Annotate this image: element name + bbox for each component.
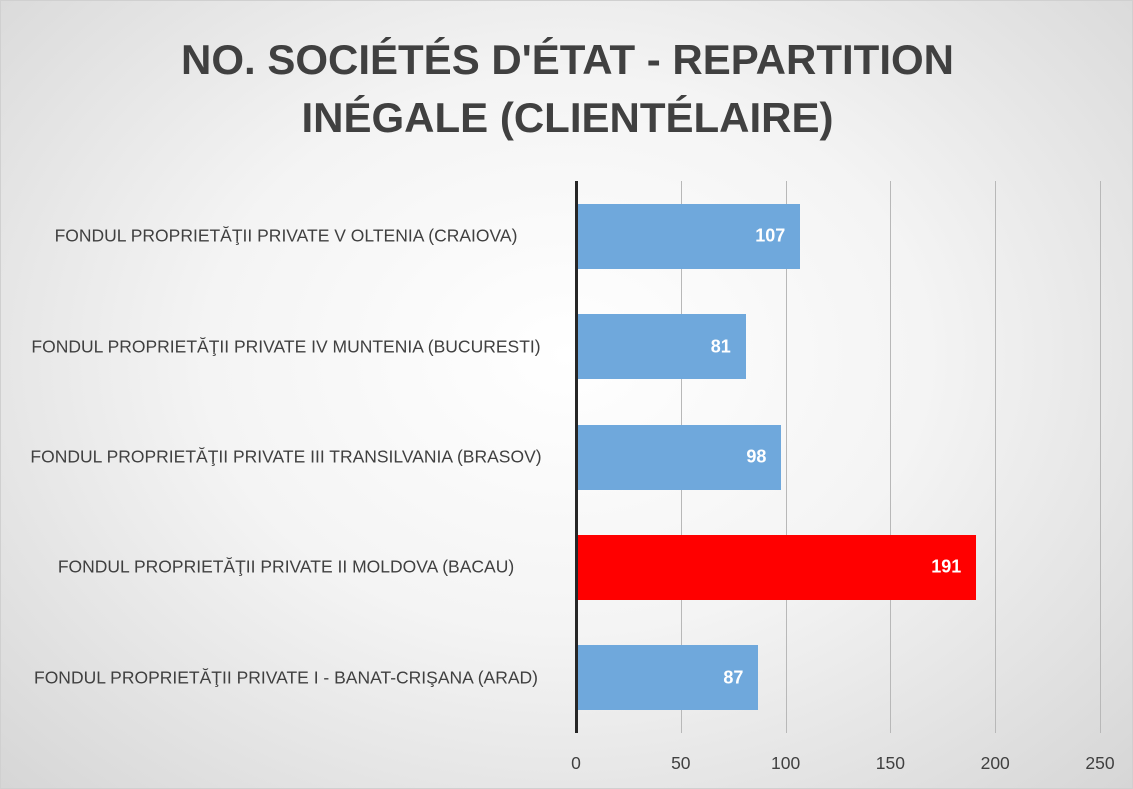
y-tick-label: FONDUL PROPRIETĂŢII PRIVATE III TRANSILV… bbox=[30, 446, 542, 467]
chart-title: NO. SOCIÉTÉS D'ÉTAT - REPARTITION INÉGAL… bbox=[180, 36, 954, 141]
value-label: 87 bbox=[723, 667, 744, 688]
value-label: 107 bbox=[755, 225, 786, 246]
y-tick-label: FONDUL PROPRIETĂŢII PRIVATE I - BANAT-CR… bbox=[34, 667, 538, 688]
bar bbox=[576, 203, 801, 269]
bar bbox=[576, 645, 759, 711]
grid-line bbox=[1100, 181, 1101, 733]
bar bbox=[576, 534, 977, 600]
x-tick-label: 50 bbox=[671, 753, 691, 773]
grid-line bbox=[785, 181, 787, 733]
y-tick-label: FONDUL PROPRIETĂŢII PRIVATE II MOLDOVA (… bbox=[57, 556, 515, 577]
grid-line bbox=[890, 181, 892, 733]
grid-line bbox=[995, 181, 997, 733]
y-tick-label: FONDUL PROPRIETĂŢII PRIVATE V OLTENIA (C… bbox=[54, 225, 518, 246]
y-axis-line bbox=[575, 181, 578, 733]
bar bbox=[576, 314, 746, 380]
x-tick-label: 100 bbox=[770, 753, 801, 773]
bar bbox=[576, 424, 782, 490]
value-label: 98 bbox=[746, 446, 767, 467]
value-label: 81 bbox=[710, 336, 731, 357]
value-label: 191 bbox=[931, 556, 962, 577]
x-tick-label: 0 bbox=[571, 753, 581, 773]
x-tick-label: 250 bbox=[1085, 753, 1115, 773]
x-tick-label: 150 bbox=[875, 753, 905, 773]
x-tick-label: 200 bbox=[980, 753, 1010, 773]
y-tick-label: FONDUL PROPRIETĂŢII PRIVATE IV MUNTENIA … bbox=[31, 336, 541, 357]
